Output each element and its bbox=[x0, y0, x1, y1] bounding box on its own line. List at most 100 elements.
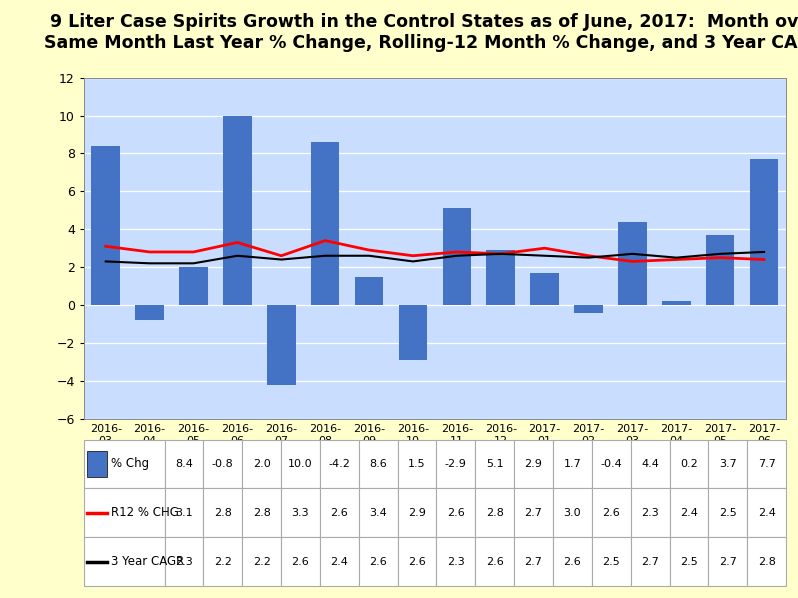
Bar bbox=[397, 440, 437, 489]
Text: 0.2: 0.2 bbox=[680, 459, 697, 469]
Text: 10.0: 10.0 bbox=[288, 459, 313, 469]
Text: 2.6: 2.6 bbox=[447, 508, 464, 518]
Bar bbox=[203, 440, 243, 489]
Bar bbox=[437, 440, 476, 489]
Bar bbox=[281, 489, 320, 537]
Bar bbox=[514, 537, 553, 586]
Bar bbox=[709, 440, 747, 489]
Text: 2.3: 2.3 bbox=[175, 557, 193, 567]
Bar bbox=[136, 305, 164, 320]
Text: 7.7: 7.7 bbox=[757, 459, 776, 469]
Text: 2.6: 2.6 bbox=[486, 557, 504, 567]
Bar bbox=[164, 489, 203, 537]
Bar bbox=[437, 537, 476, 586]
Bar bbox=[320, 489, 359, 537]
Text: 2.8: 2.8 bbox=[253, 508, 271, 518]
Text: 2.2: 2.2 bbox=[253, 557, 271, 567]
Text: 2.7: 2.7 bbox=[641, 557, 659, 567]
Text: R12 % CHG: R12 % CHG bbox=[111, 507, 179, 519]
Text: 2.2: 2.2 bbox=[214, 557, 231, 567]
Bar bbox=[662, 301, 690, 305]
Text: 2.5: 2.5 bbox=[602, 557, 620, 567]
Bar bbox=[355, 276, 383, 305]
Bar bbox=[320, 440, 359, 489]
Bar bbox=[706, 235, 734, 305]
Text: 4.4: 4.4 bbox=[641, 459, 659, 469]
Text: -2.9: -2.9 bbox=[445, 459, 467, 469]
Text: 2.3: 2.3 bbox=[447, 557, 464, 567]
Text: 8.6: 8.6 bbox=[369, 459, 387, 469]
Bar bbox=[399, 305, 427, 360]
Bar bbox=[476, 489, 514, 537]
Bar bbox=[531, 273, 559, 305]
Bar bbox=[747, 440, 786, 489]
Bar bbox=[164, 537, 203, 586]
Text: 2.4: 2.4 bbox=[757, 508, 776, 518]
Bar bbox=[750, 159, 778, 305]
Bar bbox=[747, 489, 786, 537]
Text: 2.4: 2.4 bbox=[330, 557, 348, 567]
Bar bbox=[311, 142, 339, 305]
Text: 2.4: 2.4 bbox=[680, 508, 698, 518]
Text: -4.2: -4.2 bbox=[329, 459, 350, 469]
Text: 2.5: 2.5 bbox=[680, 557, 697, 567]
Text: 1.5: 1.5 bbox=[409, 459, 426, 469]
Text: 8.4: 8.4 bbox=[175, 459, 193, 469]
Text: 2.5: 2.5 bbox=[719, 508, 737, 518]
Text: 2.9: 2.9 bbox=[524, 459, 543, 469]
Bar bbox=[243, 440, 281, 489]
Bar bbox=[203, 489, 243, 537]
Bar bbox=[670, 537, 709, 586]
Text: 3.7: 3.7 bbox=[719, 459, 737, 469]
Bar bbox=[553, 489, 592, 537]
Bar bbox=[709, 537, 747, 586]
Bar bbox=[359, 489, 397, 537]
Bar bbox=[243, 489, 281, 537]
Bar bbox=[709, 489, 747, 537]
Bar bbox=[747, 537, 786, 586]
Bar bbox=[487, 250, 515, 305]
Bar bbox=[281, 537, 320, 586]
Text: 9 Liter Case Spirits Growth in the Control States as of June, 2017:  Month over
: 9 Liter Case Spirits Growth in the Contr… bbox=[44, 14, 798, 52]
Bar bbox=[180, 267, 207, 305]
Text: 2.3: 2.3 bbox=[642, 508, 659, 518]
Text: 2.6: 2.6 bbox=[563, 557, 581, 567]
Text: 3 Year CAGR: 3 Year CAGR bbox=[111, 555, 184, 568]
Bar bbox=[397, 537, 437, 586]
Text: 2.7: 2.7 bbox=[524, 557, 543, 567]
Text: 2.8: 2.8 bbox=[757, 557, 776, 567]
Bar bbox=[281, 440, 320, 489]
Bar bbox=[592, 537, 630, 586]
Bar bbox=[618, 222, 646, 305]
Bar bbox=[476, 537, 514, 586]
Bar bbox=[320, 537, 359, 586]
Bar bbox=[84, 440, 164, 489]
Bar bbox=[84, 489, 164, 537]
Bar bbox=[359, 440, 397, 489]
Text: % Chg: % Chg bbox=[111, 457, 149, 471]
Bar bbox=[359, 537, 397, 586]
Text: 2.6: 2.6 bbox=[408, 557, 426, 567]
Text: 3.3: 3.3 bbox=[292, 508, 310, 518]
Bar bbox=[476, 440, 514, 489]
Bar bbox=[437, 489, 476, 537]
Text: 3.0: 3.0 bbox=[563, 508, 581, 518]
Bar bbox=[92, 146, 120, 305]
Bar bbox=[514, 440, 553, 489]
Text: 2.6: 2.6 bbox=[602, 508, 620, 518]
Text: 1.7: 1.7 bbox=[563, 459, 581, 469]
Text: 2.9: 2.9 bbox=[408, 508, 426, 518]
Text: 2.6: 2.6 bbox=[291, 557, 310, 567]
Bar bbox=[164, 440, 203, 489]
Text: 2.8: 2.8 bbox=[214, 508, 231, 518]
Text: 2.0: 2.0 bbox=[253, 459, 271, 469]
Bar bbox=[223, 115, 251, 305]
Bar bbox=[630, 440, 670, 489]
Bar bbox=[203, 537, 243, 586]
Text: -0.4: -0.4 bbox=[600, 459, 622, 469]
Text: 3.4: 3.4 bbox=[369, 508, 387, 518]
Text: 2.7: 2.7 bbox=[524, 508, 543, 518]
Bar bbox=[443, 208, 471, 305]
Bar bbox=[592, 440, 630, 489]
Text: -0.8: -0.8 bbox=[212, 459, 234, 469]
